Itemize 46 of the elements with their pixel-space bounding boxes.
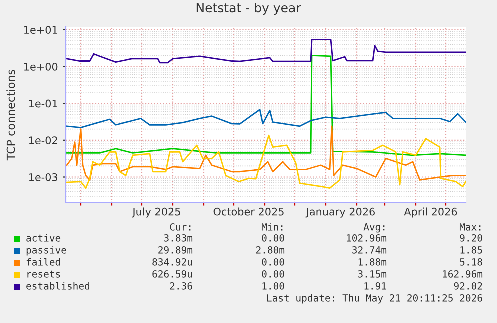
- line-series: [66, 109, 466, 128]
- chart-title: Netstat - by year: [196, 2, 302, 16]
- y-tick-label: 1e+00: [24, 62, 58, 71]
- text: 162.96m: [443, 270, 483, 278]
- line-series: [66, 39, 466, 64]
- y-tick-label: 1e-01: [29, 100, 58, 108]
- legend-label: resets: [28, 270, 60, 278]
- y-tick-label: 1e+01: [24, 26, 58, 34]
- text: 29.89m: [158, 246, 193, 254]
- text: 2.80m: [256, 246, 285, 254]
- text: 2.36: [170, 282, 192, 290]
- text: Cur:: [170, 223, 191, 231]
- text: Min:: [262, 223, 283, 231]
- text: 9.20: [460, 234, 482, 242]
- text: 5.18: [460, 258, 482, 266]
- text: 626.59u: [152, 270, 192, 278]
- text: 1.88m: [358, 258, 387, 266]
- line-series: [66, 126, 466, 181]
- line-series: [66, 134, 466, 190]
- text: Last update: Thu May 21 20:11:25 2026: [267, 294, 482, 304]
- legend-label: failed: [26, 258, 60, 266]
- x-tick-label: April 2026: [404, 208, 458, 218]
- x-tick-label: October 2025: [214, 208, 284, 216]
- text: 102.96m: [347, 234, 387, 242]
- text: 834.92u: [152, 258, 192, 266]
- x-tick-label: July 2025: [132, 208, 180, 218]
- legend-label: active: [26, 234, 61, 242]
- text: 1.91: [364, 282, 386, 290]
- line-series: [66, 54, 466, 156]
- text: 1.00: [262, 282, 284, 290]
- text: Avg:: [364, 224, 385, 233]
- x-tick-label: January 2026: [306, 208, 375, 218]
- text: 0.00: [262, 258, 284, 266]
- text: 1.85: [460, 246, 482, 254]
- text: 92.02: [454, 282, 482, 290]
- text: Max:: [460, 224, 481, 231]
- y-axis-title: TCP connections: [6, 70, 16, 161]
- legend-label: established: [26, 282, 90, 290]
- text: 0.00: [262, 270, 284, 278]
- text: 32.74m: [352, 246, 387, 254]
- text: 3.83m: [164, 234, 193, 242]
- legend-label: passive: [26, 246, 66, 256]
- y-tick-label: 1e-03: [29, 173, 58, 182]
- y-tick-label: 1e-02: [29, 136, 58, 145]
- text: 3.15m: [358, 270, 387, 278]
- text: 0.00: [262, 234, 284, 242]
